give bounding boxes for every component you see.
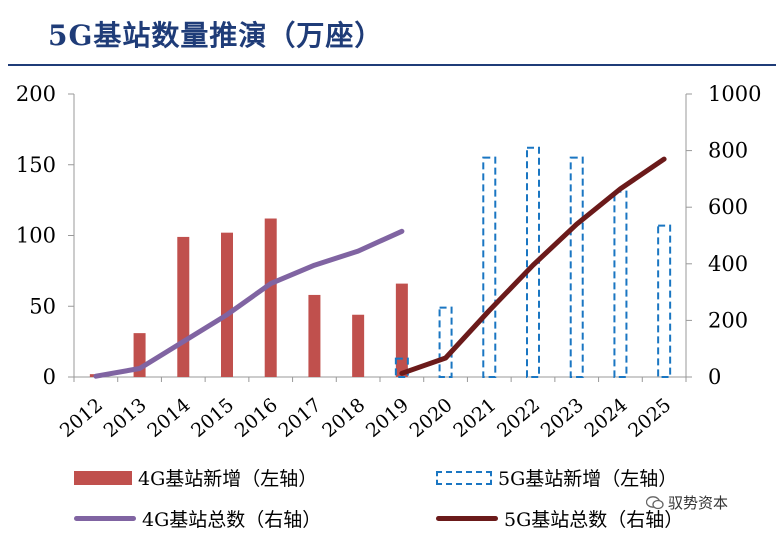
watermark-text: 驭势资本 xyxy=(668,494,729,512)
chart-axes xyxy=(68,93,692,382)
title-divider xyxy=(8,64,776,66)
right-tick-label: 1000 xyxy=(708,82,761,106)
watermark: 驭势资本 xyxy=(646,492,728,513)
x-tick-label: 2019 xyxy=(362,394,413,442)
x-tick-label: 2016 xyxy=(231,394,282,442)
chart-title: 5G基站数量推演（万座） xyxy=(48,19,384,52)
bar-5g-new xyxy=(657,224,672,378)
right-tick-label: 800 xyxy=(708,139,748,163)
chart-labels: 0501001502000200400600800100020122013201… xyxy=(16,82,762,442)
legend-label-5g-new: 5G基站新增（左轴） xyxy=(498,468,678,490)
x-tick-label: 2013 xyxy=(100,394,151,442)
bar-4g-new xyxy=(221,232,233,377)
line-5g-total xyxy=(399,156,667,376)
x-tick-label: 2021 xyxy=(449,394,500,442)
bar-5g-new xyxy=(482,156,497,378)
right-tick-label: 600 xyxy=(708,195,748,219)
legend-label-4g-total: 4G基站总数（右轴） xyxy=(142,509,322,531)
legend-swatch-5g-new xyxy=(436,470,492,485)
x-tick-label: 2024 xyxy=(580,394,631,442)
legend-label-5g-total: 5G基站总数（右轴） xyxy=(504,509,684,531)
left-tick-label: 0 xyxy=(43,365,56,389)
legend-swatch-4g-total xyxy=(74,516,136,521)
x-tick-label: 2022 xyxy=(493,394,544,442)
bar-4g-new xyxy=(264,218,277,377)
x-tick-label: 2023 xyxy=(537,394,588,442)
right-tick-label: 200 xyxy=(708,308,748,332)
legend-swatch-4g-new xyxy=(74,470,132,485)
x-tick-label: 2018 xyxy=(318,394,369,442)
bar-4g-new xyxy=(177,236,190,377)
bar-4g-new xyxy=(395,283,408,377)
right-tick-label: 0 xyxy=(708,365,721,389)
legend-swatch-5g-total xyxy=(436,516,498,521)
x-tick-label: 2012 xyxy=(56,394,107,442)
chart-lines xyxy=(93,156,667,379)
x-tick-label: 2017 xyxy=(274,394,325,442)
x-tick-label: 2015 xyxy=(187,394,238,442)
left-tick-label: 200 xyxy=(16,82,56,106)
bar-5g-new xyxy=(569,156,584,378)
left-tick-label: 50 xyxy=(29,294,56,318)
legend-item-4g-new: 4G基站新增（左轴） xyxy=(74,464,317,491)
legend-label-4g-new: 4G基站新增（左轴） xyxy=(138,468,318,490)
legend-item-5g-total: 5G基站总数（右轴） xyxy=(436,505,683,532)
x-tick-label: 2020 xyxy=(406,394,457,442)
bar-4g-new xyxy=(308,294,321,377)
bar-4g-new xyxy=(352,314,365,377)
legend-item-4g-total: 4G基站总数（右轴） xyxy=(74,505,321,532)
x-tick-label: 2014 xyxy=(143,394,194,442)
right-tick-label: 400 xyxy=(708,252,748,276)
bar-5g-new xyxy=(613,190,628,378)
left-tick-label: 100 xyxy=(16,224,56,248)
line-4g-total xyxy=(93,228,405,379)
bar-5g-new xyxy=(438,306,453,379)
combo-chart: 0501001502000200400600800100020122013201… xyxy=(16,82,762,442)
legend-item-5g-new: 5G基站新增（左轴） xyxy=(436,464,677,491)
wechat-icon xyxy=(646,495,664,509)
bar-5g-new xyxy=(394,357,409,379)
x-tick-label: 2025 xyxy=(624,394,675,442)
left-tick-label: 150 xyxy=(16,153,56,177)
